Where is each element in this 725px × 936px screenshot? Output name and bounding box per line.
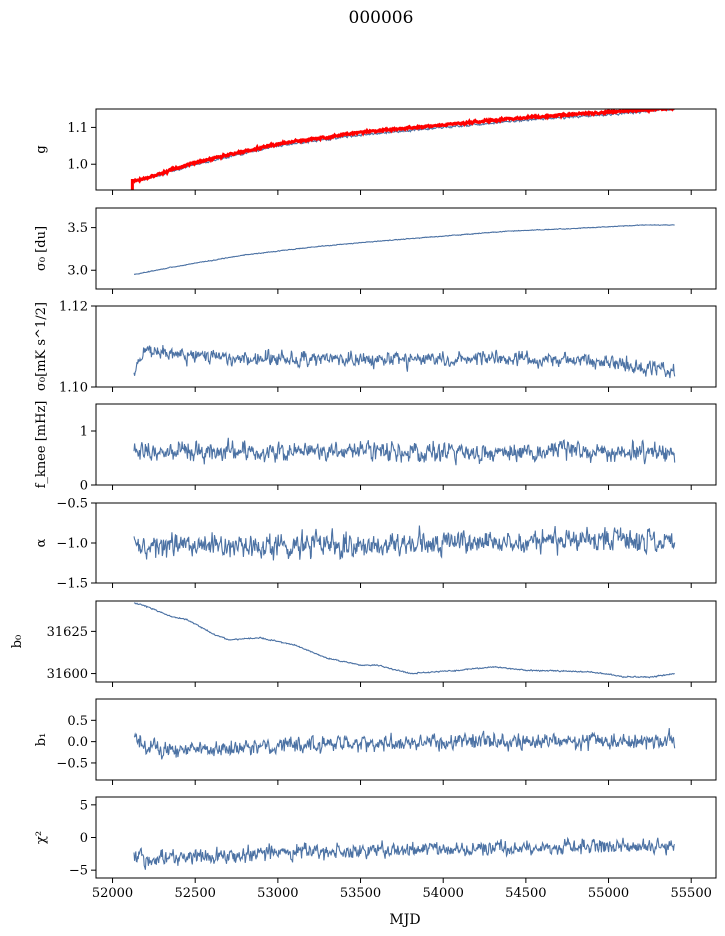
y-axis-label: χ² [34, 831, 49, 844]
y-axis-label: σ₀ [du] [34, 226, 49, 271]
y-axis-label: g [34, 145, 49, 153]
y-tick-label: 5 [80, 798, 88, 813]
figure-title: 000006 [349, 8, 414, 28]
axes-frame [95, 305, 717, 388]
y-tick-label: 31625 [47, 625, 88, 640]
panel-2: 3.0 3.5 σ₀ [du] [34, 207, 717, 294]
y-tick-label: −1.0 [56, 537, 88, 552]
panels: 1.0 1.1 g 3.0 3.5 σ₀ [du] 1.10 1.12 σ₀[mK s^1/2]… [10, 108, 717, 901]
y-tick-label: 1 [80, 425, 88, 440]
panel-3: 1.10 1.12 σ₀[mK s^1/2] [34, 300, 717, 396]
panel-7: −0.5 0.0 0.5 b₁ [34, 698, 717, 785]
axes-frame [95, 108, 717, 191]
y-axis-label: b₀ [10, 635, 25, 649]
series-line-1-2 [132, 109, 676, 184]
panel-8: 52000 52500 53000 53500 54000 54500 55000 55500… [34, 796, 717, 901]
y-tick-label: 1.12 [59, 300, 88, 315]
series-line-2-1 [134, 224, 675, 275]
x-tick-label: 54500 [505, 886, 546, 901]
series-line-4-1 [133, 437, 676, 466]
y-tick-label: 0 [80, 479, 88, 494]
x-axis-label: MJD [389, 912, 420, 928]
axes-frame [95, 796, 717, 879]
series-line-7-1 [133, 728, 676, 760]
y-axis-label: b₁ [34, 733, 49, 747]
y-tick-label: 3.0 [67, 264, 88, 279]
y-tick-label: 1.10 [59, 381, 88, 396]
y-axis-label: σ₀[mK s^1/2] [34, 302, 49, 391]
series-line-8-1 [133, 836, 676, 870]
series-line-3-1 [133, 345, 676, 379]
x-tick-label: 55500 [671, 886, 712, 901]
x-tick-label: 53500 [340, 886, 381, 901]
y-tick-label: 1.1 [67, 121, 88, 136]
series-line-6-1 [133, 602, 675, 679]
y-tick-label: 3.5 [67, 221, 88, 236]
series-line-1-1 [134, 109, 676, 182]
y-tick-label: 0 [80, 831, 88, 846]
y-axis-label: f_knee [mHz] [34, 401, 49, 489]
y-tick-label: 1.0 [67, 158, 88, 173]
x-tick-label: 54000 [423, 886, 464, 901]
x-tick-label: 53000 [257, 886, 298, 901]
axes-frame [95, 600, 717, 683]
panel-6: 31600 31625 b₀ [10, 600, 717, 687]
axes-frame [95, 403, 717, 486]
y-tick-label: −0.5 [56, 497, 88, 512]
panel-1: 1.0 1.1 g [34, 108, 717, 195]
panel-4: 0 1 f_knee [mHz] [34, 401, 717, 494]
y-tick-label: −0.5 [56, 756, 88, 771]
y-tick-label: −1.5 [56, 577, 88, 592]
axes-frame [95, 207, 717, 290]
panel-5: −1.5 −1.0 −0.5 α [34, 497, 717, 592]
series-line-5-1 [133, 525, 676, 561]
x-tick-label: 52500 [175, 886, 216, 901]
axes-frame [95, 698, 717, 781]
y-axis-label: α [34, 538, 49, 547]
y-tick-label: 31600 [47, 667, 88, 682]
y-tick-label: 0.5 [67, 714, 88, 729]
x-tick-label: 55000 [588, 886, 629, 901]
y-tick-label: 0.0 [67, 735, 88, 750]
x-tick-label: 52000 [92, 886, 133, 901]
y-tick-label: −5 [69, 864, 88, 879]
